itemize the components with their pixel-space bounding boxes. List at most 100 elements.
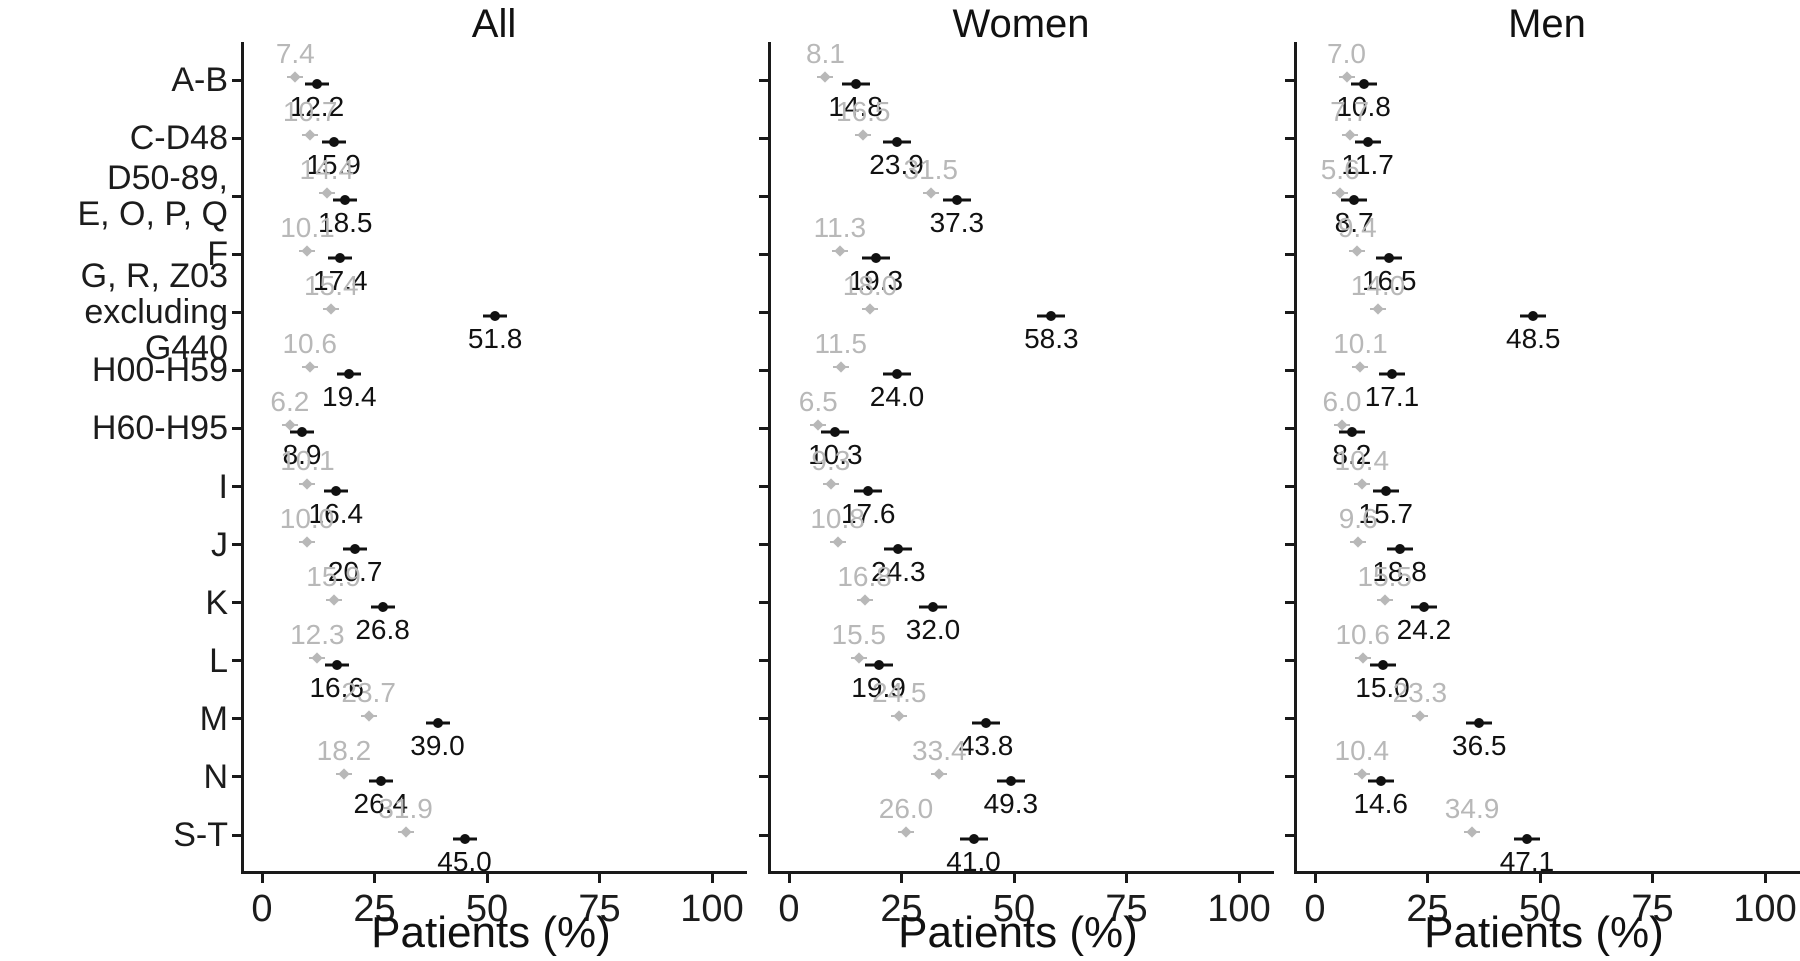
x-axis-tick-label: 25 xyxy=(1406,888,1449,930)
panel-men: Men 0 25 50 75 100 Patients (%) 7.0 10.8 7.7 11.7 5… xyxy=(1285,0,1800,961)
black-value-label: 12.2 xyxy=(289,91,345,122)
y-axis-tick xyxy=(232,775,243,779)
category-label: C-D48 xyxy=(129,119,228,158)
black-point-marker xyxy=(1386,369,1397,380)
x-axis-tick xyxy=(1313,874,1317,883)
black-point-marker xyxy=(951,195,962,206)
gray-point-marker xyxy=(1334,187,1346,199)
gray-point-marker xyxy=(1466,826,1478,838)
black-value-label: 14.8 xyxy=(828,91,883,122)
gray-point-marker xyxy=(893,710,905,722)
y-axis-tick xyxy=(1285,833,1296,837)
black-point-marker xyxy=(377,601,388,612)
black-value-label: 14.6 xyxy=(1353,787,1408,819)
x-axis-tick xyxy=(1651,874,1654,883)
gray-value-label: 15.9 xyxy=(306,560,361,592)
gray-value-label: 24.5 xyxy=(872,676,927,708)
x-axis-tick-label: 50 xyxy=(465,888,509,930)
gray-point-marker xyxy=(301,477,314,490)
gray-value-label: 6.0 xyxy=(1322,386,1362,418)
category-label: H00-H59 xyxy=(91,351,228,390)
x-axis-tick xyxy=(373,874,376,883)
y-axis-line xyxy=(1294,42,1297,874)
gray-point-marker xyxy=(304,129,316,141)
gray-value-label: 6.5 xyxy=(798,386,838,418)
y-axis-tick xyxy=(759,426,770,430)
black-point-marker xyxy=(432,717,443,728)
gray-point-marker xyxy=(900,826,912,838)
gray-value-label: 31.9 xyxy=(378,793,433,825)
x-axis-tick-label: 0 xyxy=(778,888,800,930)
category-label: I xyxy=(218,467,228,506)
y-axis-tick xyxy=(759,252,770,256)
gray-point-marker xyxy=(933,768,945,780)
x-axis-tick xyxy=(900,874,903,883)
y-axis-tick xyxy=(759,136,770,140)
black-point-marker xyxy=(1375,775,1386,786)
x-axis-tick xyxy=(1763,874,1767,883)
gray-value-label: 9.6 xyxy=(1338,502,1378,534)
y-axis-category-labels: A-B C-D48 D50-89, E, O, P, Q F G, R, Z03 exc… xyxy=(0,0,228,961)
black-value-label: 43.8 xyxy=(958,729,1014,761)
gray-point-marker xyxy=(1356,477,1368,490)
gray-value-label: 15.4 xyxy=(304,270,359,302)
black-value-label: 17.4 xyxy=(313,265,368,297)
gray-value-label: 23.3 xyxy=(1392,676,1448,708)
black-value-label: 24.0 xyxy=(869,381,925,413)
black-value-label: 16.5 xyxy=(1362,265,1417,297)
black-point-marker xyxy=(459,834,470,845)
black-point-marker xyxy=(893,543,904,554)
gray-point-marker xyxy=(864,303,876,315)
y-axis-tick xyxy=(759,368,770,372)
gray-point-marker xyxy=(338,768,350,780)
gray-value-label: 9.4 xyxy=(1337,212,1377,244)
gray-value-label: 34.9 xyxy=(1444,793,1500,825)
black-point-marker xyxy=(850,79,861,89)
x-axis-line xyxy=(768,871,1274,874)
black-point-marker xyxy=(1349,195,1360,206)
black-point-marker xyxy=(1521,834,1532,845)
x-axis-tick-label: 0 xyxy=(1304,888,1326,930)
black-point-marker xyxy=(1394,543,1405,554)
black-point-marker xyxy=(350,543,361,554)
black-point-marker xyxy=(335,253,346,264)
y-axis-tick xyxy=(232,310,243,314)
gray-point-marker xyxy=(858,594,871,606)
x-axis-tick xyxy=(1237,874,1241,883)
y-axis-tick xyxy=(1285,136,1296,140)
gray-value-label: 26.0 xyxy=(878,793,934,825)
gray-point-marker xyxy=(825,477,837,490)
y-axis-tick xyxy=(232,543,243,547)
x-axis-tick-label: 100 xyxy=(1207,888,1271,930)
y-axis-tick xyxy=(759,543,770,547)
x-axis-tick-label: 75 xyxy=(1631,888,1674,930)
gray-point-marker xyxy=(819,71,832,83)
gray-value-label: 31.5 xyxy=(903,154,959,186)
gray-point-marker xyxy=(831,535,844,548)
y-axis-tick xyxy=(232,717,243,721)
gray-value-label: 10.1 xyxy=(1333,328,1388,360)
y-axis-tick xyxy=(1285,252,1296,256)
x-axis-tick xyxy=(485,874,489,883)
black-value-label: 26.8 xyxy=(355,613,410,645)
black-value-label: 17.6 xyxy=(840,497,896,529)
x-axis-tick-label: 100 xyxy=(1733,888,1797,930)
black-value-label: 20.7 xyxy=(327,555,383,587)
black-point-marker xyxy=(340,195,351,206)
black-value-label: 16.6 xyxy=(309,671,364,703)
category-label: N xyxy=(203,757,228,796)
gray-point-marker xyxy=(1356,768,1368,780)
y-axis-tick xyxy=(232,426,243,430)
black-value-label: 32.0 xyxy=(905,613,961,645)
black-point-marker xyxy=(863,485,874,496)
x-axis-tick-label: 25 xyxy=(353,888,396,930)
y-axis-tick xyxy=(232,833,243,837)
black-point-marker xyxy=(1346,427,1357,438)
gray-value-label: 8.1 xyxy=(805,38,845,69)
gray-value-label: 9.3 xyxy=(811,444,851,476)
x-axis-line xyxy=(241,871,747,874)
black-point-marker xyxy=(830,427,841,438)
gray-point-marker xyxy=(1352,535,1364,548)
x-axis-tick xyxy=(1538,874,1542,883)
